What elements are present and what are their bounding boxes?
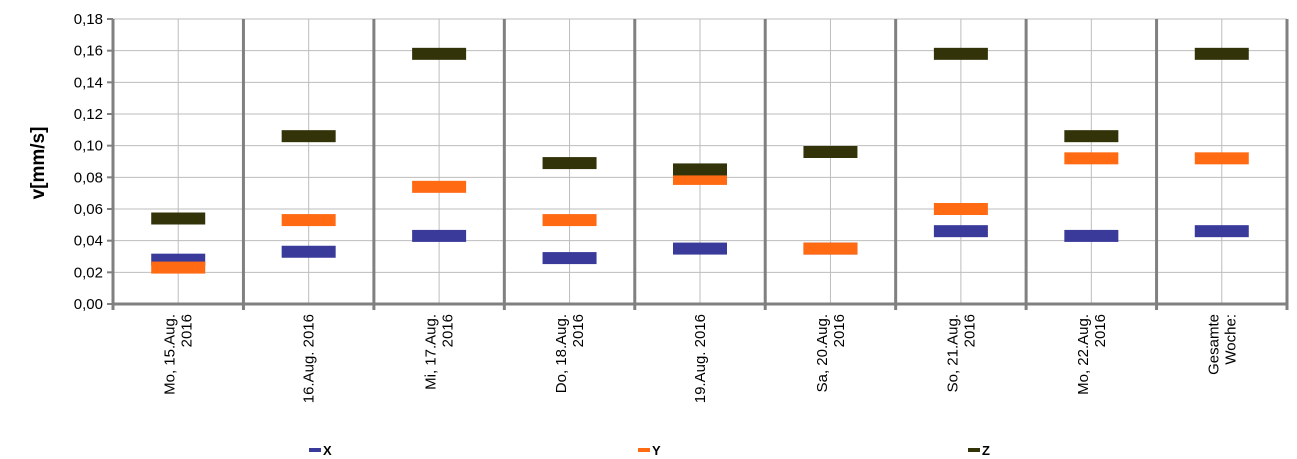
category-label-line: 2016: [179, 314, 196, 347]
marker-x-4: [542, 252, 597, 265]
marker-z-3: [412, 47, 467, 60]
y-tick-label: 0,18: [74, 11, 103, 28]
category-label: So, 21.Aug. 2016: [944, 314, 978, 392]
marker-y-4: [542, 214, 597, 227]
category-label-line: 2016: [1092, 314, 1109, 347]
category-label-line: Sa, 20.Aug.: [814, 314, 831, 392]
y-axis-ticks: 0,00 0,02 0,04 0,06 0,08 0,10 0,12 0,14 0,16 0,18: [74, 11, 113, 313]
y-tick-label: 0,16: [74, 43, 103, 60]
category-label: Gesamte Woche:: [1205, 314, 1239, 375]
x-axis-categories: Mo, 15.Aug. 2016 16.Aug. 2016 Mi, 17.Aug. 20…: [162, 314, 1240, 403]
y-tick-label: 0,12: [74, 106, 103, 123]
marker-z-8: [1064, 130, 1119, 143]
marker-y-3: [412, 180, 467, 193]
marker-y-8: [1064, 152, 1119, 165]
category-label: 19.Aug. 2016: [692, 314, 709, 403]
marker-x-7: [933, 225, 988, 238]
category-label-line: Do, 18.Aug.: [553, 314, 570, 393]
y-tick-label: 0,02: [74, 264, 103, 281]
legend-label-y: Y: [652, 443, 661, 458]
marker-x-8: [1064, 229, 1119, 242]
marker-z-1: [151, 212, 206, 225]
y-tick-label: 0,06: [74, 201, 103, 218]
marker-x-2: [281, 245, 336, 258]
marker-z-5: [673, 163, 727, 176]
category-label-line: Woche:: [1222, 314, 1239, 365]
category-label: Mi, 17.Aug. 2016: [423, 314, 457, 390]
marker-y-7: [933, 203, 988, 215]
category-label-line: 2016: [440, 314, 457, 347]
marker-x-3: [412, 229, 467, 242]
chart-marks: [151, 47, 1249, 274]
legend-label-x: X: [323, 443, 332, 458]
category-label: 16.Aug. 2016: [301, 314, 318, 403]
legend-swatch-x: [309, 448, 321, 452]
y-tick-label: 0,00: [74, 296, 103, 313]
marker-y-9: [1194, 152, 1249, 165]
category-label-line: Gesamte: [1205, 314, 1222, 375]
marker-y-5: [673, 172, 727, 185]
y-tick-label: 0,08: [74, 169, 103, 186]
category-label-line: So, 21.Aug.: [944, 314, 961, 392]
marker-y-6: [803, 242, 858, 255]
marker-z-7: [933, 47, 988, 60]
y-axis-title: v[mm/s]: [28, 127, 49, 200]
y-tick-label: 0,04: [74, 233, 103, 250]
legend-label-z: Z: [982, 443, 990, 458]
marker-z-6: [803, 146, 858, 158]
category-label: Mo, 22.Aug. 2016: [1075, 314, 1109, 395]
category-separators: [111, 19, 1289, 310]
category-label: Do, 18.Aug. 2016: [553, 314, 587, 393]
marker-z-4: [542, 157, 597, 170]
category-label-line: 2016: [831, 314, 848, 347]
category-label-line: 2016: [570, 314, 587, 347]
category-label-line: Mo, 22.Aug.: [1075, 314, 1092, 395]
y-tick-label: 0,10: [74, 138, 103, 155]
category-label-line: 2016: [961, 314, 978, 347]
y-tick-label: 0,14: [74, 74, 103, 91]
marker-y-2: [281, 214, 336, 227]
marker-x-9: [1194, 225, 1249, 238]
category-label-line: Mi, 17.Aug.: [423, 314, 440, 390]
category-label-line: 16.Aug. 2016: [301, 314, 318, 403]
legend-swatch-y: [638, 448, 650, 452]
marker-z-2: [281, 130, 336, 143]
category-label: Mo, 15.Aug. 2016: [162, 314, 196, 395]
marker-x-5: [673, 242, 727, 255]
marker-z-9: [1194, 47, 1249, 60]
legend-swatch-z: [968, 448, 980, 452]
category-label-line: Mo, 15.Aug.: [162, 314, 179, 395]
marker-y-1: [151, 261, 206, 274]
chart-legend: X Y Z: [309, 443, 990, 458]
category-label-line: 19.Aug. 2016: [692, 314, 709, 403]
category-label: Sa, 20.Aug. 2016: [814, 314, 848, 392]
